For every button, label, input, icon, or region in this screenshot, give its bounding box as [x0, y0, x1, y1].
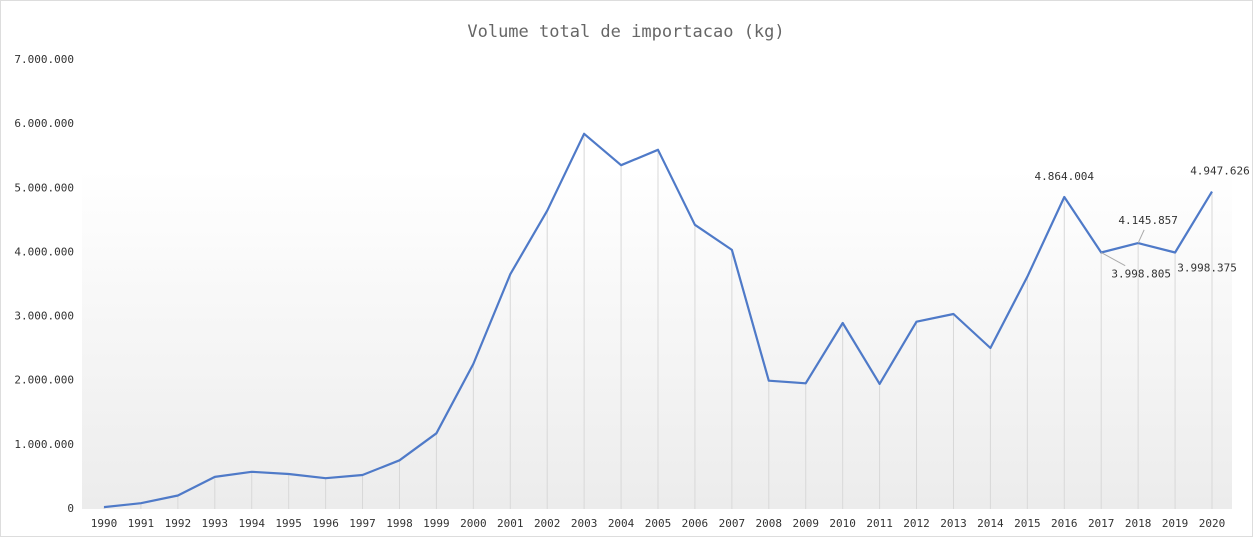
y-tick-label: 1.000.000	[14, 438, 74, 451]
data-label: 3.998.375	[1177, 262, 1237, 275]
x-tick-label: 2016	[1051, 517, 1078, 530]
x-tick-label: 2014	[977, 517, 1004, 530]
data-label: 3.998.805	[1111, 268, 1171, 281]
x-tick-label: 1994	[238, 517, 265, 530]
x-tick-label: 1991	[128, 517, 155, 530]
y-tick-label: 7.000.000	[14, 53, 74, 66]
y-tick-label: 5.000.000	[14, 181, 74, 194]
label-leader	[1100, 252, 1126, 267]
x-tick-label: 2007	[719, 517, 746, 530]
y-tick-label: 0	[67, 502, 74, 515]
x-tick-label: 2013	[940, 517, 967, 530]
x-tick-label: 1993	[202, 517, 229, 530]
x-tick-label: 1995	[275, 517, 302, 530]
chart-title: Volume total de importacao (kg)	[467, 22, 784, 42]
x-tick-label: 2002	[534, 517, 561, 530]
x-tick-label: 1998	[386, 517, 413, 530]
y-tick-label: 4.000.000	[14, 245, 74, 258]
x-tick-label: 2019	[1162, 517, 1189, 530]
x-tick-label: 2015	[1014, 517, 1041, 530]
x-tick-label: 2020	[1199, 517, 1226, 530]
x-tick-label: 2005	[645, 517, 672, 530]
x-tick-label: 2008	[756, 517, 783, 530]
data-label: 4.145.857	[1118, 214, 1178, 227]
x-tick-label: 2017	[1088, 517, 1115, 530]
x-tick-label: 1990	[91, 517, 118, 530]
plot-shade	[82, 170, 1232, 509]
x-tick-label: 2004	[608, 517, 635, 530]
x-tick-label: 2011	[866, 517, 893, 530]
data-label: 4.864.004	[1034, 170, 1094, 183]
x-tick-label: 2018	[1125, 517, 1152, 530]
x-tick-label: 1999	[423, 517, 450, 530]
y-tick-label: 6.000.000	[14, 117, 74, 130]
label-leader	[1137, 229, 1145, 244]
x-tick-label: 2006	[682, 517, 709, 530]
x-tick-label: 2001	[497, 517, 524, 530]
x-tick-label: 2012	[903, 517, 930, 530]
y-tick-label: 2.000.000	[14, 374, 74, 387]
x-tick-label: 1992	[165, 517, 192, 530]
y-tick-label: 3.000.000	[14, 310, 74, 323]
x-tick-label: 1996	[312, 517, 339, 530]
x-tick-label: 2009	[792, 517, 819, 530]
x-tick-label: 1997	[349, 517, 376, 530]
data-label: 4.947.626	[1190, 165, 1250, 178]
x-tick-label: 2000	[460, 517, 487, 530]
x-tick-label: 2010	[829, 517, 856, 530]
series-line	[103, 132, 1213, 509]
x-tick-label: 2003	[571, 517, 598, 530]
